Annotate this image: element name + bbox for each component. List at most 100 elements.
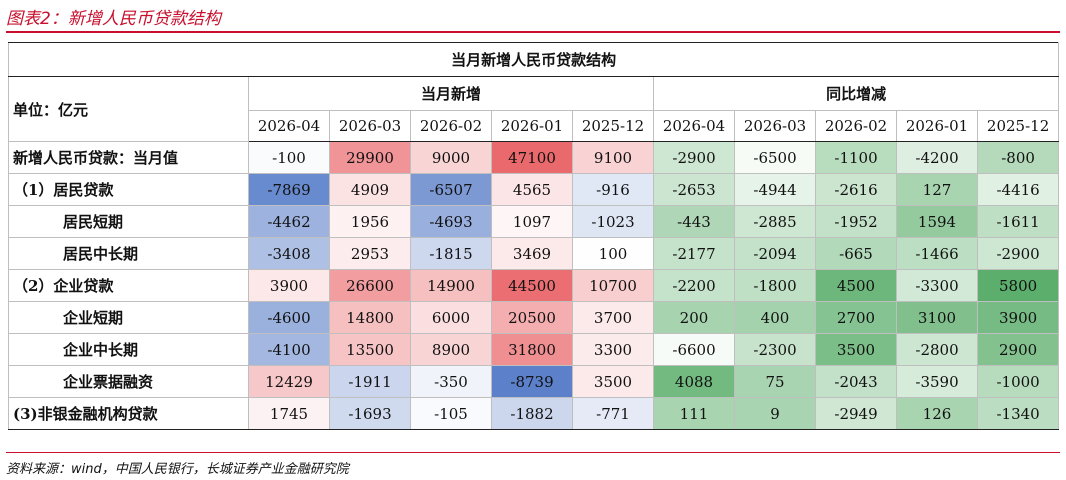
monthly-value-cell: -1693	[329, 397, 411, 430]
date-header: 2026-02	[815, 110, 897, 142]
monthly-value-cell: -1911	[329, 365, 411, 398]
row-label: （1）居民贷款	[8, 173, 249, 206]
monthly-value-cell: 31800	[491, 333, 573, 366]
monthly-value-cell: 4909	[329, 173, 411, 206]
yoy-value-cell: -2200	[653, 269, 735, 302]
yoy-value-cell: -2043	[815, 365, 897, 398]
table-row: 居民短期 -4462 1956 -4693 1097 -1023 -443 -2885 -195…	[8, 205, 1060, 238]
figure-title: 图表2：新增人民币贷款结构	[6, 9, 221, 29]
group-header-yoy: 同比增减	[652, 76, 1060, 111]
yoy-value-cell: -2653	[653, 173, 735, 206]
date-header: 2026-04	[653, 110, 735, 142]
date-header: 2026-01	[491, 110, 573, 142]
yoy-value-cell: 111	[653, 397, 735, 430]
table-row: 企业中长期 -4100 13500 8900 31800 3300 -6600 -2300 35…	[8, 333, 1060, 366]
yoy-value-cell: 200	[653, 301, 735, 334]
yoy-value-cell: -1800	[734, 269, 816, 302]
monthly-value-cell: 9000	[410, 141, 492, 174]
title-rule	[6, 31, 1060, 33]
yoy-value-cell: -800	[976, 141, 1060, 174]
yoy-value-cell: -665	[815, 237, 897, 270]
yoy-value-cell: -2900	[653, 141, 735, 174]
table-row: 居民中长期 -3408 2953 -1815 3469 100 -2177 -2094 -665…	[8, 237, 1060, 270]
monthly-value-cell: 3500	[572, 365, 654, 398]
yoy-value-cell: -2900	[976, 237, 1060, 270]
monthly-value-cell: 2953	[329, 237, 411, 270]
yoy-value-cell: 75	[734, 365, 816, 398]
yoy-value-cell: -2616	[815, 173, 897, 206]
row-label: 企业短期	[8, 301, 249, 334]
monthly-value-cell: 1745	[248, 397, 330, 430]
yoy-value-cell: -6500	[734, 141, 816, 174]
yoy-value-cell: 3500	[815, 333, 897, 366]
row-label: 新增人民币贷款：当月值	[8, 141, 249, 174]
monthly-value-cell: -105	[410, 397, 492, 430]
yoy-value-cell: -4944	[734, 173, 816, 206]
monthly-value-cell: -8739	[491, 365, 573, 398]
yoy-value-cell: -1611	[976, 205, 1060, 238]
monthly-value-cell: -4462	[248, 205, 330, 238]
monthly-value-cell: -3408	[248, 237, 330, 270]
monthly-value-cell: 1956	[329, 205, 411, 238]
yoy-value-cell: 400	[734, 301, 816, 334]
yoy-value-cell: -3590	[896, 365, 978, 398]
loan-structure-table: 当月新增人民币贷款结构 单位：亿元 当月新增 同比增减 2026-04 2026…	[7, 42, 1060, 430]
table-row: （2）企业贷款 3900 26600 14900 44500 10700 -2200 -180…	[8, 269, 1060, 302]
yoy-value-cell: -6600	[653, 333, 735, 366]
monthly-value-cell: 6000	[410, 301, 492, 334]
yoy-value-cell: 5800	[976, 269, 1060, 302]
monthly-value-cell: 3700	[572, 301, 654, 334]
yoy-value-cell: 126	[896, 397, 978, 430]
source-rule	[6, 452, 1060, 453]
monthly-value-cell: -350	[410, 365, 492, 398]
table-row: (3)非银金融机构贷款 1745 -1693 -105 -1882 -771 111 9 -29…	[8, 397, 1060, 430]
monthly-value-cell: 14900	[410, 269, 492, 302]
monthly-value-cell: 20500	[491, 301, 573, 334]
yoy-value-cell: -4200	[896, 141, 978, 174]
group-header-monthly: 当月新增	[248, 76, 654, 111]
monthly-value-cell: 10700	[572, 269, 654, 302]
unit-label: 单位：亿元	[8, 76, 249, 142]
yoy-value-cell: -2177	[653, 237, 735, 270]
yoy-value-cell: 3100	[896, 301, 978, 334]
table-row: 企业短期 -4600 14800 6000 20500 3700 200 400 2700 310…	[8, 301, 1060, 334]
monthly-value-cell: -7869	[248, 173, 330, 206]
yoy-value-cell: -2949	[815, 397, 897, 430]
monthly-value-cell: 47100	[491, 141, 573, 174]
row-label: 居民中长期	[8, 237, 249, 270]
yoy-value-cell: 127	[896, 173, 978, 206]
monthly-value-cell: -771	[572, 397, 654, 430]
yoy-value-cell: 1594	[896, 205, 978, 238]
monthly-value-cell: -916	[572, 173, 654, 206]
monthly-value-cell: 13500	[329, 333, 411, 366]
monthly-value-cell: 26600	[329, 269, 411, 302]
yoy-value-cell: -1100	[815, 141, 897, 174]
row-label: 居民短期	[8, 205, 249, 238]
yoy-value-cell: -3300	[896, 269, 978, 302]
yoy-value-cell: -2094	[734, 237, 816, 270]
yoy-value-cell: -4416	[976, 173, 1060, 206]
yoy-value-cell: -1000	[976, 365, 1060, 398]
monthly-value-cell: -4600	[248, 301, 330, 334]
yoy-value-cell: -1340	[976, 397, 1060, 430]
monthly-value-cell: 3900	[248, 269, 330, 302]
date-header: 2026-04	[248, 110, 330, 142]
monthly-value-cell: 29900	[329, 141, 411, 174]
monthly-value-cell: 4565	[491, 173, 573, 206]
monthly-value-cell: -4693	[410, 205, 492, 238]
table-row: （1）居民贷款 -7869 4909 -6507 4565 -916 -2653 -4944-…	[8, 173, 1060, 206]
yoy-value-cell: -2885	[734, 205, 816, 238]
monthly-value-cell: 8900	[410, 333, 492, 366]
table-row: 企业票据融资 12429 -1911 -350 -8739 3500 4088 75 -2043…	[8, 365, 1060, 398]
date-header: 2026-03	[734, 110, 816, 142]
row-label: 企业票据融资	[8, 365, 249, 398]
date-header: 2026-01	[896, 110, 978, 142]
row-label: (3)非银金融机构贷款	[8, 397, 249, 430]
monthly-value-cell: 1097	[491, 205, 573, 238]
yoy-value-cell: 4500	[815, 269, 897, 302]
row-label: （2）企业贷款	[8, 269, 249, 302]
date-header: 2025-12	[976, 110, 1060, 142]
yoy-value-cell: 3900	[976, 301, 1060, 334]
yoy-value-cell: 4088	[653, 365, 735, 398]
monthly-value-cell: -1815	[410, 237, 492, 270]
